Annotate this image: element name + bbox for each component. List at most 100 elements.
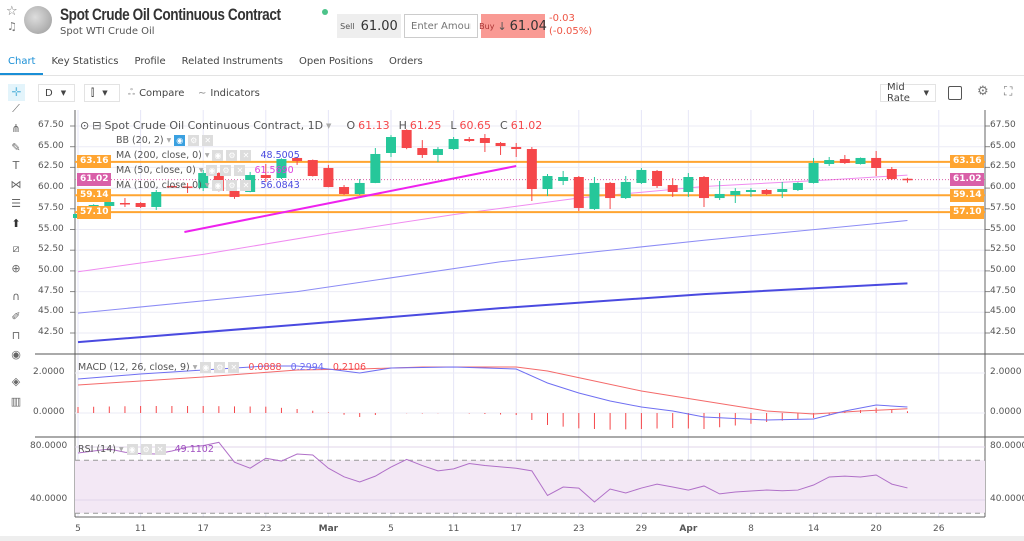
candle-body: [323, 167, 334, 188]
settings-gear-icon[interactable]: ⚙: [977, 84, 989, 99]
price-tick-left: 42.50: [38, 327, 64, 337]
price-tick-right: 62.50: [990, 161, 1016, 172]
alert-bell-icon[interactable]: ♫: [7, 20, 17, 33]
drawing-mode-toggle[interactable]: [948, 86, 962, 100]
tab-open-positions[interactable]: Open Positions: [299, 56, 374, 67]
layers-icon[interactable]: ◈: [11, 375, 21, 388]
price-tick-right: 47.50: [990, 285, 1016, 296]
pitchfork-icon[interactable]: ⋔: [11, 122, 21, 135]
pattern-icon[interactable]: ⋈: [10, 178, 22, 191]
close-icon[interactable]: ✕: [240, 150, 252, 161]
settings-icon[interactable]: ⚙: [214, 362, 226, 373]
visibility-icon[interactable]: ◉: [212, 180, 224, 191]
buy-price: 61.04: [509, 18, 547, 34]
candle-body: [542, 176, 553, 190]
crosshair-tool-icon[interactable]: ✛: [8, 84, 25, 101]
sell-button[interactable]: Sell 61.00: [337, 14, 401, 38]
x-tick-label: 26: [933, 524, 945, 534]
watchlist-star-icon[interactable]: ☆: [6, 4, 18, 19]
close-icon[interactable]: ✕: [202, 135, 214, 146]
main-legend: ⊙ ⊟ Spot Crude Oil Continuous Contract, 1…: [80, 119, 543, 132]
fullscreen-icon[interactable]: ⛶: [1004, 84, 1013, 98]
ma100-label: MA (100, close, 0): [116, 180, 202, 191]
price-tick-right: 60.00: [990, 182, 1016, 193]
chevron-down-icon: ▼: [923, 89, 929, 97]
candle-body: [558, 177, 569, 181]
tab-orders[interactable]: Orders: [389, 56, 423, 67]
candle-body: [839, 159, 850, 164]
fib-icon[interactable]: ☰: [11, 197, 21, 210]
settings-icon[interactable]: ⚙: [226, 150, 238, 161]
compare-button[interactable]: ஃ Compare: [128, 84, 184, 102]
brush-icon[interactable]: ✎: [11, 141, 21, 154]
chevron-down-icon[interactable]: ▼: [326, 121, 332, 130]
interval-dropdown[interactable]: D ▼: [38, 84, 75, 102]
candle-body: [354, 182, 365, 194]
visibility-icon[interactable]: ◉: [126, 444, 138, 455]
magnet-icon[interactable]: ∩: [11, 290, 21, 303]
settings-icon[interactable]: ⚙: [140, 444, 152, 455]
macd-legend: MACD (12, 26, close, 9) ▼ ◉ ⚙ ✕ 0.0888 0.2994 0…: [78, 362, 367, 373]
ruler-icon[interactable]: ⧄: [12, 242, 20, 255]
visibility-icon[interactable]: ◉: [174, 135, 186, 146]
amount-input[interactable]: [404, 14, 478, 38]
buy-button[interactable]: Buy ↓ 61.04: [479, 14, 547, 38]
change-percent: (-0.05%): [549, 26, 593, 37]
x-tick-label: 11: [447, 524, 460, 534]
price-tick-left: 55.00: [38, 223, 64, 234]
visibility-icon[interactable]: ◉: [206, 165, 218, 176]
settings-icon[interactable]: ⚙: [220, 165, 232, 176]
close-icon[interactable]: ✕: [234, 165, 246, 176]
collapse-icon[interactable]: ⊙: [80, 119, 90, 132]
hide-icon[interactable]: ⊟: [92, 119, 102, 132]
candle-body: [589, 182, 600, 209]
price-badge-right: 61.02: [950, 173, 984, 187]
arrow-icon[interactable]: ⬆: [11, 217, 21, 230]
close-icon[interactable]: ✕: [154, 444, 166, 455]
candle-body: [432, 149, 443, 155]
lock-icon[interactable]: ⊓: [11, 329, 21, 342]
price-tick-right: 65.00: [990, 140, 1016, 151]
x-tick-label: 5: [388, 524, 394, 534]
ma100-line: [77, 220, 908, 314]
lock-drawings-icon[interactable]: ✐: [11, 310, 21, 323]
ma200-label: MA (200, close, 0): [116, 150, 202, 161]
candle-body: [166, 186, 177, 188]
rsi-value: 49.1102: [174, 444, 214, 455]
close-icon[interactable]: ✕: [240, 180, 252, 191]
visibility-icon[interactable]: ◉: [200, 362, 212, 373]
trash-icon[interactable]: ▥: [10, 395, 22, 408]
candle-body: [824, 160, 835, 165]
indicators-button[interactable]: ∼ Indicators: [198, 84, 260, 102]
rsi-legend: RSI (14) ▼ ◉ ⚙ ✕ 49.1102: [78, 444, 214, 455]
candle-body: [526, 149, 537, 190]
settings-icon[interactable]: ⚙: [188, 135, 200, 146]
eye-icon[interactable]: ◉: [11, 348, 21, 361]
candle-body: [292, 157, 303, 162]
candle-body: [573, 177, 584, 208]
instrument-title: Spot Crude Oil Continuous Contract: [60, 5, 281, 24]
zoom-in-icon[interactable]: ⊕: [11, 262, 21, 275]
price-tick-left: 45.00: [38, 306, 64, 317]
close-icon[interactable]: ✕: [228, 362, 240, 373]
bb-label: BB (20, 2): [116, 135, 164, 146]
chart-type-dropdown[interactable]: ⫿ ▼: [84, 84, 120, 102]
live-status-dot: [322, 9, 328, 15]
candle-body: [855, 157, 866, 165]
tab-related-instruments[interactable]: Related Instruments: [181, 56, 283, 67]
tab-key-statistics[interactable]: Key Statistics: [51, 56, 119, 67]
trend-line-icon[interactable]: ⟋: [12, 102, 20, 115]
price-tick-right: 57.50: [990, 202, 1016, 213]
x-tick-label: 17: [510, 524, 522, 534]
x-tick-label: 14: [807, 524, 820, 534]
price-tick-right: 42.50: [990, 327, 1016, 337]
rate-dropdown[interactable]: Mid Rate ▼: [880, 82, 936, 104]
visibility-icon[interactable]: ◉: [212, 150, 224, 161]
tab-chart[interactable]: Chart: [0, 52, 44, 75]
candle-body: [260, 175, 271, 178]
settings-icon[interactable]: ⚙: [226, 180, 238, 191]
text-icon[interactable]: T: [12, 159, 20, 172]
tab-profile[interactable]: Profile: [134, 56, 166, 67]
candle-body: [417, 148, 428, 155]
